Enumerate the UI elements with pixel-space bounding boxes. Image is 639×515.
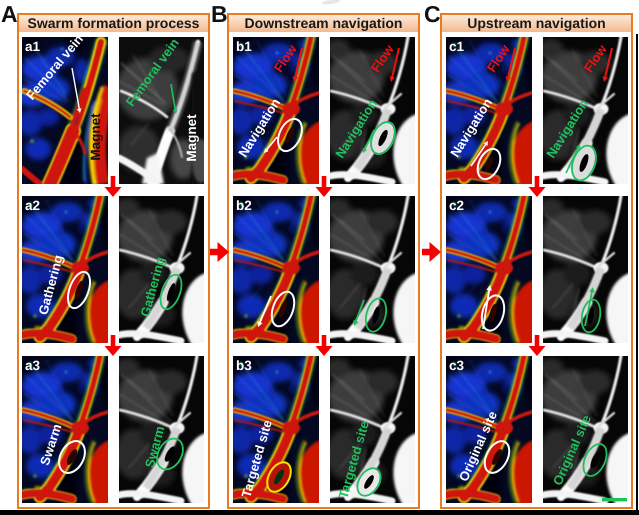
svg-text:c3: c3 (449, 358, 465, 373)
svg-text:Magnet: Magnet (88, 113, 103, 161)
svg-text:b1: b1 (236, 39, 252, 54)
svg-text:a3: a3 (25, 358, 41, 373)
svg-text:b3: b3 (236, 358, 252, 373)
svg-text:b2: b2 (236, 198, 252, 213)
svg-text:Magnet: Magnet (184, 114, 199, 162)
svg-text:c2: c2 (449, 198, 464, 213)
svg-text:c1: c1 (449, 39, 465, 54)
svg-text:a1: a1 (25, 39, 41, 54)
svg-text:a2: a2 (25, 198, 40, 213)
